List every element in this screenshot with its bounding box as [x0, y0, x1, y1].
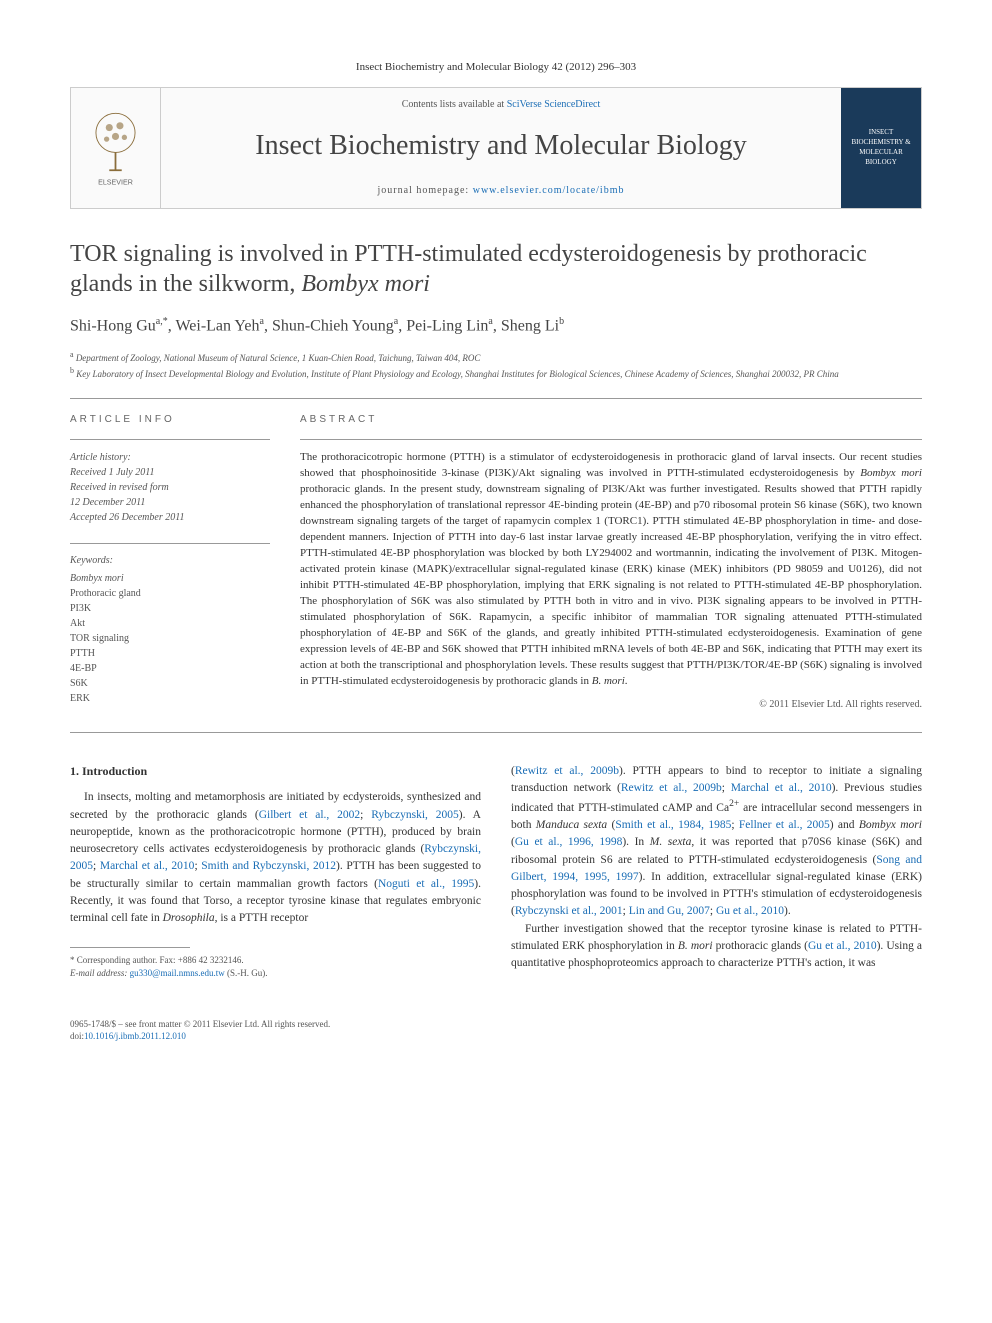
doi-line: doi:10.1016/j.ibmb.2011.12.010 — [70, 1030, 481, 1043]
abstract-text: The prothoracicotropic hormone (PTTH) is… — [300, 450, 922, 689]
contents-prefix: Contents lists available at — [402, 99, 507, 110]
intro-heading: 1. Introduction — [70, 763, 481, 780]
keywords-label: Keywords: — [70, 554, 270, 568]
section-rule-bottom — [70, 732, 922, 733]
info-abstract-row: ARTICLE INFO Article history: Received 1… — [70, 413, 922, 711]
footer-bar: 0965-1748/$ – see front matter © 2011 El… — [70, 1010, 481, 1043]
homepage-line: journal homepage: www.elsevier.com/locat… — [181, 184, 821, 198]
email-suffix: (S.-H. Gu). — [225, 968, 268, 978]
contents-line: Contents lists available at SciVerse Sci… — [181, 98, 821, 112]
elsevier-logo: ELSEVIER — [71, 88, 161, 207]
doi-label: doi: — [70, 1031, 84, 1041]
keywords-list: Bombyx mori Prothoracic gland PI3K Akt T… — [70, 571, 270, 706]
history-received: Received 1 July 2011 — [70, 465, 270, 480]
corresponding-author: * Corresponding author. Fax: +886 42 323… — [70, 954, 481, 967]
authors: Shi-Hong Gua,*, Wei-Lan Yeha, Shun-Chieh… — [70, 315, 922, 338]
keyword: PTTH — [70, 646, 270, 661]
keyword: ERK — [70, 691, 270, 706]
history-revised-label: Received in revised form — [70, 480, 270, 495]
keyword: TOR signaling — [70, 631, 270, 646]
info-rule — [70, 543, 270, 544]
body-column-right: (Rewitz et al., 2009b). PTTH appears to … — [511, 763, 922, 1043]
cover-text: INSECT BIOCHEMISTRY & MOLECULAR BIOLOGY — [846, 128, 916, 167]
email-line: E-mail address: gu330@mail.nmns.edu.tw (… — [70, 967, 481, 980]
intro-paragraph-2: Further investigation showed that the re… — [511, 921, 922, 973]
info-rule — [70, 439, 270, 440]
issn-line: 0965-1748/$ – see front matter © 2011 El… — [70, 1018, 481, 1031]
history-revised-date: 12 December 2011 — [70, 495, 270, 510]
homepage-link[interactable]: www.elsevier.com/locate/ibmb — [473, 185, 625, 196]
keyword: S6K — [70, 676, 270, 691]
copyright: © 2011 Elsevier Ltd. All rights reserved… — [300, 698, 922, 712]
email-label: E-mail address: — [70, 968, 127, 978]
journal-name: Insect Biochemistry and Molecular Biolog… — [181, 126, 821, 165]
history-accepted: Accepted 26 December 2011 — [70, 510, 270, 525]
sciencedirect-link[interactable]: SciVerse ScienceDirect — [507, 99, 601, 110]
affiliation-b: b Key Laboratory of Insect Developmental… — [70, 365, 922, 381]
keyword: Akt — [70, 616, 270, 631]
corresponding-footnote: * Corresponding author. Fax: +886 42 323… — [70, 954, 481, 979]
body-column-left: 1. Introduction In insects, molting and … — [70, 763, 481, 1043]
history-label: Article history: — [70, 450, 270, 465]
email-link[interactable]: gu330@mail.nmns.edu.tw — [130, 968, 225, 978]
elsevier-tree-icon: ELSEVIER — [81, 108, 150, 188]
keyword: PI3K — [70, 601, 270, 616]
footnote-separator — [70, 947, 190, 948]
body-columns: 1. Introduction In insects, molting and … — [70, 763, 922, 1043]
abstract-column: ABSTRACT The prothoracicotropic hormone … — [300, 413, 922, 711]
journal-reference: Insect Biochemistry and Molecular Biolog… — [70, 60, 922, 75]
section-rule — [70, 398, 922, 399]
intro-text-right: (Rewitz et al., 2009b). PTTH appears to … — [511, 763, 922, 973]
article-history: Article history: Received 1 July 2011 Re… — [70, 450, 270, 525]
article-info-heading: ARTICLE INFO — [70, 413, 270, 427]
keyword: 4E-BP — [70, 661, 270, 676]
intro-paragraph-1: In insects, molting and metamorphosis ar… — [70, 789, 481, 927]
doi-link[interactable]: 10.1016/j.ibmb.2011.12.010 — [84, 1031, 186, 1041]
abstract-rule — [300, 439, 922, 440]
homepage-prefix: journal homepage: — [378, 185, 473, 196]
journal-cover-thumbnail: INSECT BIOCHEMISTRY & MOLECULAR BIOLOGY — [841, 88, 921, 207]
affiliation-a: a Department of Zoology, National Museum… — [70, 349, 922, 365]
svg-text:ELSEVIER: ELSEVIER — [98, 178, 133, 186]
abstract-heading: ABSTRACT — [300, 413, 922, 427]
intro-text-left: In insects, molting and metamorphosis ar… — [70, 789, 481, 927]
journal-header: ELSEVIER Contents lists available at Sci… — [70, 87, 922, 208]
header-center: Contents lists available at SciVerse Sci… — [161, 88, 841, 207]
keyword: Bombyx mori — [70, 571, 270, 586]
affiliations: a Department of Zoology, National Museum… — [70, 349, 922, 380]
article-info-column: ARTICLE INFO Article history: Received 1… — [70, 413, 270, 711]
keyword: Prothoracic gland — [70, 586, 270, 601]
intro-paragraph-1-cont: (Rewitz et al., 2009b). PTTH appears to … — [511, 763, 922, 921]
article-title: TOR signaling is involved in PTTH-stimul… — [70, 239, 922, 299]
